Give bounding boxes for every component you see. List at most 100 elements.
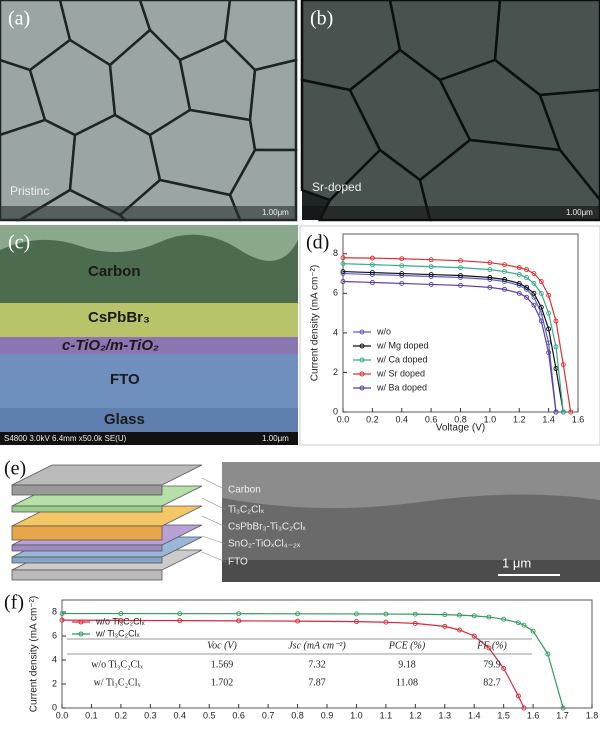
y-tick-label: 2 (333, 367, 338, 377)
scale-label: 1.00μm (262, 434, 289, 443)
data-point (428, 264, 434, 270)
legend-label: w/ Ca doped (376, 354, 428, 364)
x-tick-label: 0.0 (56, 710, 69, 720)
table-cell: 1.702 (211, 677, 234, 688)
leader-lines (201, 477, 227, 563)
x-tick-label: 1.6 (527, 710, 540, 720)
data-point (546, 350, 552, 356)
panel-label: (e) (4, 458, 26, 480)
data-point (521, 705, 527, 711)
scale-label: 1.00μm (262, 208, 289, 217)
series-line (342, 270, 564, 413)
data-point (118, 611, 124, 617)
x-tick-label: 1.5 (497, 710, 510, 720)
table-cell: 11.08 (396, 677, 418, 688)
panel-label: (c) (8, 232, 30, 254)
y-tick-label: 6 (52, 630, 57, 640)
x-tick-label: 0.4 (174, 710, 187, 720)
legend-marker (359, 329, 365, 335)
data-point (369, 262, 375, 268)
x-tick-label: 1.7 (556, 710, 569, 720)
legend-marker (359, 343, 365, 349)
data-point (59, 611, 65, 617)
data-point (457, 612, 462, 618)
x-tick-label: 1.8 (586, 710, 599, 720)
layer-label: Carbon (228, 485, 261, 496)
data-point (458, 282, 463, 288)
data-point (502, 277, 508, 282)
data-point (487, 260, 493, 266)
table-cell: w/ Ti₃C₂Clₓ (94, 677, 141, 688)
data-point (538, 304, 544, 310)
data-point (457, 627, 462, 633)
data-point (515, 620, 521, 626)
data-point (486, 645, 492, 651)
x-tick-label: 0.5 (203, 710, 216, 720)
series-line (342, 263, 564, 413)
data-point (428, 257, 434, 263)
x-tick-label: 1.4 (542, 414, 555, 424)
data-point (560, 409, 566, 415)
data-point (353, 611, 359, 617)
data-point (428, 281, 434, 287)
x-tick-label: 1.6 (572, 414, 585, 424)
data-point (369, 280, 375, 285)
data-point (538, 290, 544, 296)
x-tick-label: 0.9 (321, 710, 334, 720)
x-tick-label: 0.6 (232, 710, 245, 720)
data-point (399, 263, 405, 269)
data-point (471, 633, 477, 639)
data-point (369, 255, 375, 261)
x-tick-label: 0.8 (454, 414, 467, 424)
data-point (502, 286, 508, 292)
series-line (61, 619, 525, 709)
data-point (546, 292, 552, 298)
table-cell: 9.18 (398, 659, 416, 670)
x-tick-label: 0.3 (144, 710, 157, 720)
legend-label: w/ Sr doped (376, 368, 425, 378)
table-cell: w/o Ti₃C₂Clₓ (91, 659, 143, 670)
layer-label: Glass (104, 411, 145, 428)
data-point (521, 622, 527, 628)
layer-label: c-TiO₂/m-TiO₂ (62, 337, 159, 354)
x-tick-label: 1.0 (484, 414, 497, 424)
table-cell: 7.32 (308, 659, 326, 670)
data-point (546, 326, 552, 332)
data-point (568, 409, 574, 415)
layer-label: SnO₂-TiOₓCl₄₋₂ₓ (228, 539, 301, 550)
data-point (442, 612, 448, 618)
data-point (458, 273, 463, 278)
table-cell: 7.87 (308, 677, 326, 688)
x-tick-label: 0.8 (291, 710, 304, 720)
data-point (524, 284, 530, 290)
layer-label: Ti₃C₂Clₓ (228, 505, 265, 516)
y-tick-label: 0 (333, 406, 338, 416)
data-point (560, 705, 566, 711)
x-tick-label: 1.3 (439, 710, 452, 720)
y-tick-label: 4 (52, 654, 57, 664)
data-point (516, 290, 522, 296)
data-point (340, 279, 346, 284)
device-schematic (11, 464, 203, 581)
scale-label: 1.00μm (566, 208, 593, 217)
data-point (524, 267, 530, 273)
data-point (553, 409, 559, 415)
x-tick-label: 0.0 (337, 414, 350, 424)
panel-label: (f) (4, 592, 24, 614)
data-point (502, 262, 508, 268)
layer-label: CsPbBr₃-Ti₃C₂Clₓ (228, 522, 306, 533)
data-point (399, 280, 405, 286)
data-point (383, 619, 389, 625)
x-tick-label: 0.7 (262, 710, 275, 720)
x-tick-label: 0.2 (115, 710, 128, 720)
x-tick-label: 0.2 (366, 414, 379, 424)
data-point (442, 623, 448, 629)
layer-label: Carbon (88, 263, 141, 280)
data-point (295, 618, 301, 624)
layer-label: FTO (228, 557, 248, 568)
table-cell: 79.9 (483, 659, 501, 670)
data-point (487, 284, 493, 290)
table-header: Voc (V) (207, 640, 237, 651)
y-tick-label: 8 (52, 606, 57, 616)
y-axis-label: Current density (mA cm⁻²) (310, 265, 321, 381)
